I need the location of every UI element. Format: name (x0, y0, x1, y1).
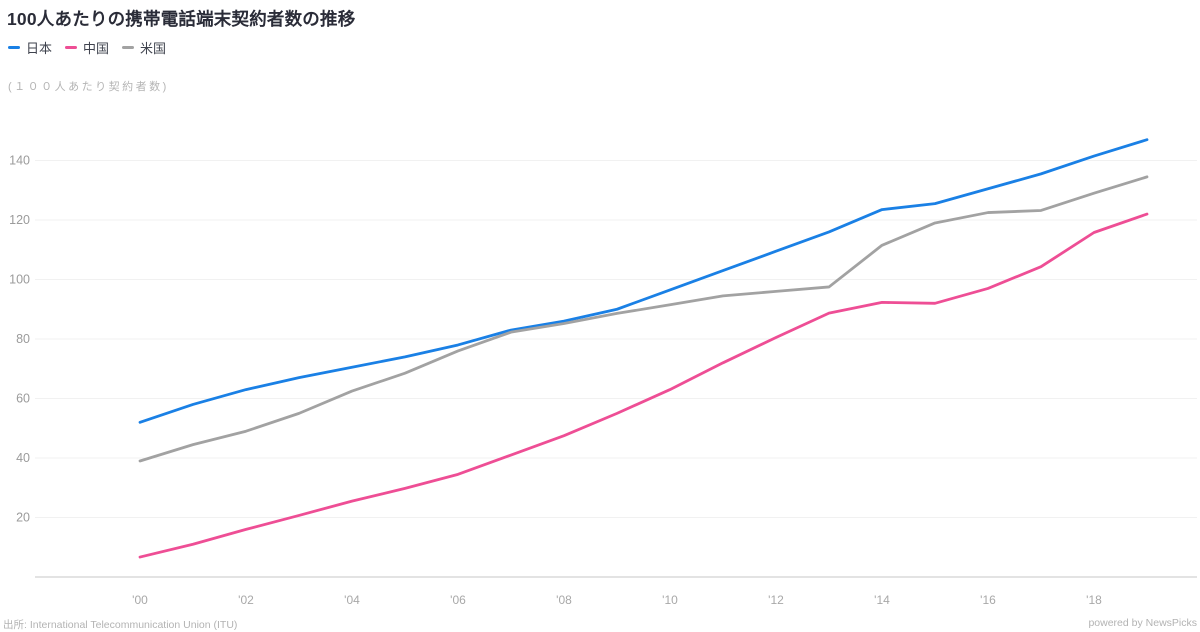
x-tick-label: '08 (556, 593, 572, 607)
x-tick-label: '14 (874, 593, 890, 607)
chart-legend: 日本 中国 米国 (8, 38, 166, 57)
x-tick-label: '18 (1086, 593, 1102, 607)
y-tick-label: 80 (16, 332, 30, 346)
series-line (138, 212, 1149, 559)
japan-line-swatch-icon (8, 46, 20, 49)
series-line (138, 138, 1149, 424)
china-line-swatch-icon (65, 46, 78, 49)
x-tick-label: '04 (344, 593, 360, 607)
legend-item-japan[interactable]: 日本 (8, 38, 52, 57)
legend-label-japan: 日本 (26, 41, 53, 56)
x-tick-label: '10 (662, 593, 678, 607)
source-note: 出所: International Telecommunication Unio… (3, 619, 238, 631)
legend-label-usa: 米国 (140, 41, 167, 56)
y-tick-label: 60 (16, 392, 30, 406)
y-tick-label: 100 (9, 273, 30, 287)
series-line (138, 175, 1149, 463)
powered-by-newspicks-link[interactable]: powered by NewsPicks (1088, 617, 1197, 629)
x-tick-label: '12 (768, 593, 784, 607)
x-tick-label: '16 (980, 593, 996, 607)
legend-item-china[interactable]: 中国 (65, 38, 109, 57)
y-tick-label: 20 (16, 511, 30, 525)
page-title: 100人あたりの携帯電話端末契約者数の推移 (7, 9, 356, 29)
y-axis-unit-label: (１００人あたり契約者数) (8, 81, 169, 93)
legend-label-china: 中国 (83, 41, 110, 56)
y-tick-label: 40 (16, 451, 30, 465)
x-tick-label: '06 (450, 593, 466, 607)
x-tick-label: '00 (132, 593, 148, 607)
y-tick-label: 140 (9, 154, 30, 168)
legend-item-usa[interactable]: 米国 (122, 38, 166, 57)
x-tick-label: '02 (238, 593, 254, 607)
usa-line-swatch-icon (122, 46, 135, 49)
y-tick-label: 120 (9, 213, 30, 227)
